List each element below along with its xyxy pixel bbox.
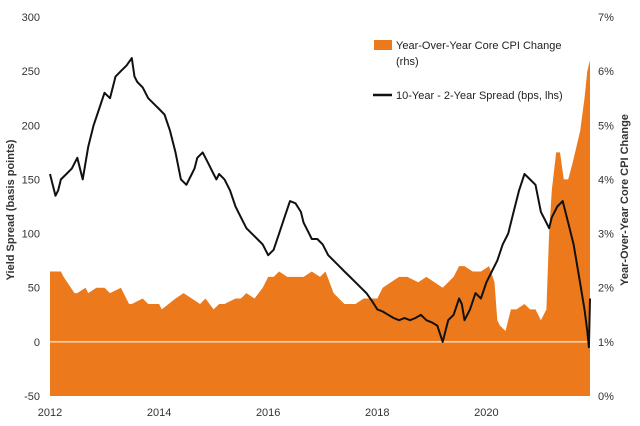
left-tick-label: 100 [22, 229, 40, 241]
left-axis-title: Yield Spread (basis points) [5, 139, 17, 280]
left-tick-label: 200 [22, 120, 40, 132]
left-axis-ticks: -50 0 50 100 150 200 250 300 [22, 12, 40, 403]
right-axis-title: Year-Over-Year Core CPI Change [619, 114, 631, 286]
left-tick-label: 0 [34, 337, 40, 349]
right-axis-ticks: 0% 1% 2% 3% 4% 5% 6% 7% [598, 12, 614, 403]
legend: Year-Over-Year Core CPI Change (rhs) 10-… [373, 40, 563, 102]
spread-line [49, 57, 591, 349]
x-tick-label: 2014 [147, 407, 171, 419]
legend-cpi-swatch [374, 40, 392, 50]
right-tick-label: 5% [598, 120, 614, 132]
right-tick-label: 6% [598, 66, 614, 78]
legend-cpi-suffix: (rhs) [396, 56, 419, 68]
legend-spread-label: 10-Year - 2-Year Spread (bps, lhs) [396, 90, 563, 102]
legend-cpi-label: Year-Over-Year Core CPI Change [396, 40, 562, 52]
x-tick-label: 2016 [256, 407, 280, 419]
x-tick-label: 2018 [365, 407, 389, 419]
right-tick-label: 0% [598, 391, 614, 403]
plot-area [49, 57, 591, 397]
right-tick-label: 1% [598, 337, 614, 349]
right-tick-label: 7% [598, 12, 614, 24]
left-tick-label: 50 [28, 283, 40, 295]
left-tick-label: 300 [22, 12, 40, 24]
x-tick-label: 2012 [38, 407, 62, 419]
x-tick-label: 2020 [474, 407, 498, 419]
left-tick-label: -50 [24, 391, 40, 403]
left-tick-label: 150 [22, 174, 40, 186]
x-axis-ticks: 2012 2014 2016 2018 2020 [38, 407, 499, 419]
left-tick-label: 250 [22, 66, 40, 78]
right-tick-label: 3% [598, 229, 614, 241]
right-tick-label: 2% [598, 283, 614, 295]
right-tick-label: 4% [598, 174, 614, 186]
